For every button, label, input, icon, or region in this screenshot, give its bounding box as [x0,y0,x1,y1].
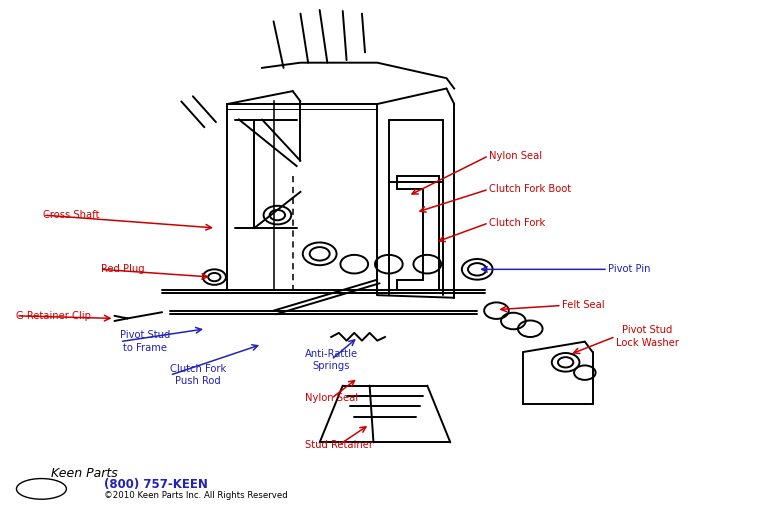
Text: G Retainer Clip: G Retainer Clip [16,311,91,321]
Text: Clutch Fork: Clutch Fork [489,218,545,228]
Text: Cross Shaft: Cross Shaft [43,210,99,220]
Text: Nylon Seal: Nylon Seal [305,394,358,404]
Text: Pivot Stud
Lock Washer: Pivot Stud Lock Washer [615,325,678,348]
Text: Anti-Rattle
Springs: Anti-Rattle Springs [305,349,358,371]
Text: Keen Parts: Keen Parts [51,467,117,480]
Text: Red Plug: Red Plug [101,264,144,275]
Text: Clutch Fork
Push Rod: Clutch Fork Push Rod [170,364,226,386]
Text: Pivot Pin: Pivot Pin [608,264,651,275]
Text: (800) 757-KEEN: (800) 757-KEEN [105,478,209,491]
Text: Clutch Fork Boot: Clutch Fork Boot [489,184,571,194]
Text: Pivot Stud
to Frame: Pivot Stud to Frame [120,330,170,353]
Text: Felt Seal: Felt Seal [562,300,604,310]
Text: Nylon Seal: Nylon Seal [489,151,542,161]
Text: Stud Retainer: Stud Retainer [305,440,373,450]
Text: ©2010 Keen Parts Inc. All Rights Reserved: ©2010 Keen Parts Inc. All Rights Reserve… [105,491,288,500]
